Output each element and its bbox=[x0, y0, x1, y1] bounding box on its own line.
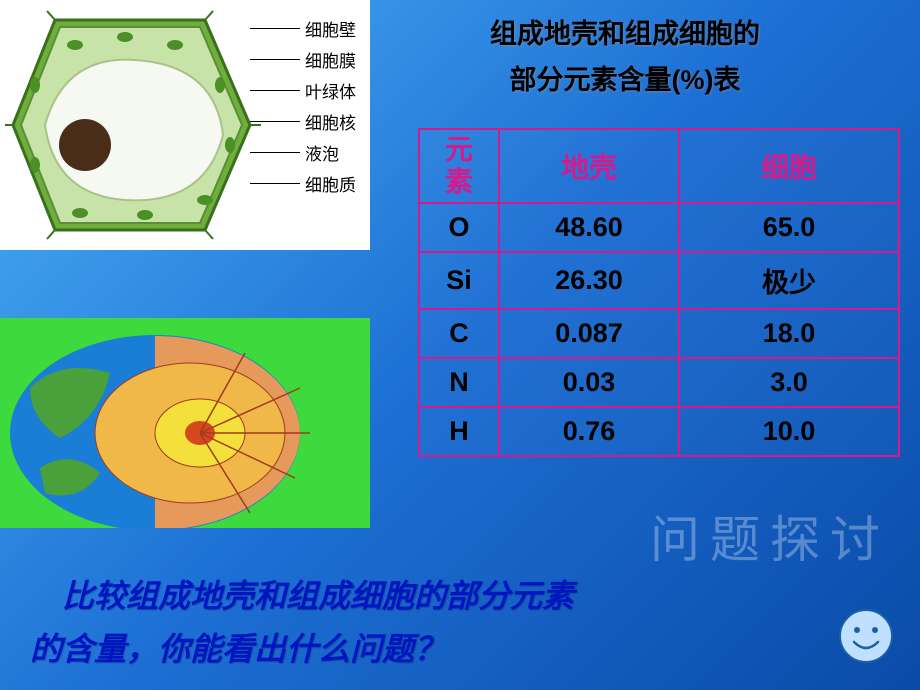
table-header-crust: 地壳 bbox=[499, 129, 679, 203]
cell-label: 细胞核 bbox=[250, 109, 356, 134]
earth-cutaway-diagram bbox=[0, 318, 370, 528]
cell-label: 细胞质 bbox=[250, 171, 356, 196]
q-line1: 比较组成地壳和组成细胞的部分元素 bbox=[62, 578, 574, 614]
table-row: H 0.76 10.0 bbox=[419, 407, 899, 456]
cell-label: 叶绿体 bbox=[250, 78, 356, 103]
heading-line1: 组成地壳和组成细胞的 bbox=[370, 12, 880, 58]
q-line2: 的含量，你能看出什么问题？ bbox=[30, 623, 862, 676]
cell-label: 细胞膜 bbox=[250, 47, 356, 72]
table-row: C 0.087 18.0 bbox=[419, 309, 899, 358]
smiley-icon bbox=[836, 606, 896, 666]
plant-cell-diagram: 细胞壁 细胞膜 叶绿体 细胞核 液泡 细胞质 bbox=[0, 0, 370, 250]
table-row: Si 26.30 极少 bbox=[419, 252, 899, 309]
table-row: O 48.60 65.0 bbox=[419, 203, 899, 252]
cell-svg bbox=[5, 5, 265, 245]
table-header-cell: 细胞 bbox=[679, 129, 899, 203]
cell-label: 液泡 bbox=[250, 140, 356, 165]
cell-label-list: 细胞壁 细胞膜 叶绿体 细胞核 液泡 细胞质 bbox=[250, 16, 356, 196]
discussion-question: 比较组成地壳和组成细胞的部分元素 的含量，你能看出什么问题？ bbox=[62, 570, 862, 676]
table-row: N 0.03 3.0 bbox=[419, 358, 899, 407]
table-header-element: 元素 bbox=[419, 129, 499, 203]
cell-label: 细胞壁 bbox=[250, 16, 356, 41]
element-comparison-table: 元素 地壳 细胞 O 48.60 65.0 Si 26.30 极少 C 0.08… bbox=[418, 128, 900, 457]
heading-line2: 部分元素含量(%)表 bbox=[370, 58, 880, 104]
watermark-text: 问题探讨 bbox=[650, 500, 890, 572]
